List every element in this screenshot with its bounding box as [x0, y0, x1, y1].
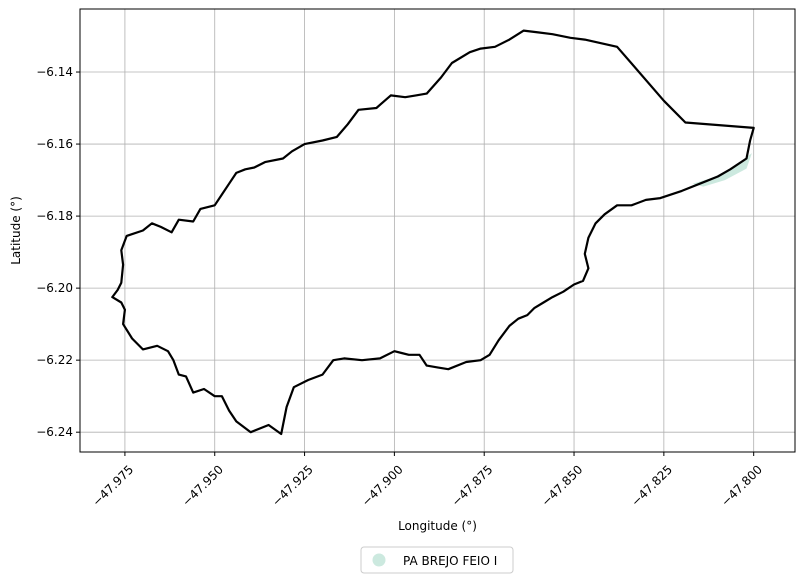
- x-tick-label: −47.825: [628, 462, 675, 509]
- area-fill-layer: [692, 153, 752, 187]
- area-fill: [692, 153, 752, 187]
- x-axis-label: Longitude (°): [398, 519, 477, 533]
- y-tick-label: −6.24: [36, 425, 73, 439]
- x-axis-ticks: −47.975 −47.950 −47.925 −47.900 −47.875 −47.8…: [90, 452, 765, 509]
- x-tick-label: −47.925: [269, 462, 316, 509]
- x-tick-label: −47.800: [718, 462, 765, 509]
- x-tick-label: −47.975: [90, 462, 137, 509]
- x-tick-label: −47.950: [179, 462, 226, 509]
- legend-label: PA BREJO FEIO I: [403, 554, 497, 568]
- plot-frame: [79, 8, 796, 453]
- x-tick-label: −47.875: [449, 462, 496, 509]
- x-tick-label: −47.850: [539, 462, 586, 509]
- y-tick-label: −6.18: [36, 209, 73, 223]
- legend: PA BREJO FEIO I: [360, 546, 514, 574]
- y-tick-label: −6.20: [36, 281, 73, 295]
- grid-lines: [80, 9, 795, 452]
- y-axis-ticks: −6.14 −6.16 −6.18 −6.20 −6.22 −6.24: [36, 65, 80, 439]
- y-tick-label: −6.14: [36, 65, 73, 79]
- boundary-polygon: [111, 29, 755, 436]
- y-tick-label: −6.22: [36, 353, 73, 367]
- boundary-layer: [111, 29, 755, 436]
- legend-marker-icon: [372, 553, 386, 567]
- legend-box: [360, 546, 514, 574]
- y-axis-label: Latitude (°): [9, 196, 23, 265]
- x-tick-label: −47.900: [359, 462, 406, 509]
- y-tick-label: −6.16: [36, 137, 73, 151]
